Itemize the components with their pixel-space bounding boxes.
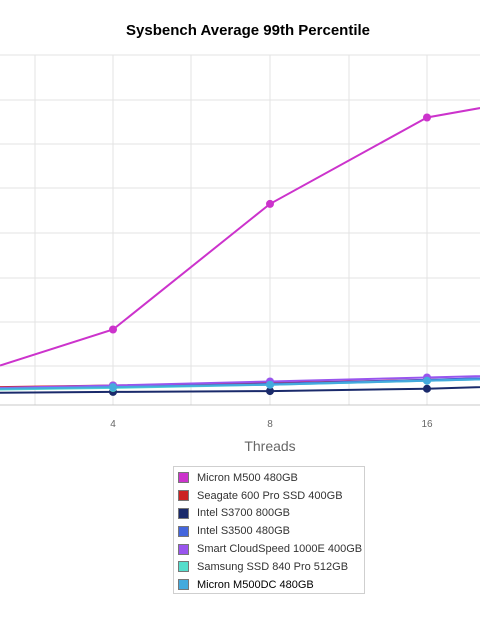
legend-label: Micron M500DC 480GB — [197, 578, 314, 591]
legend-swatch — [178, 525, 189, 537]
legend-swatch — [178, 561, 189, 573]
data-point[interactable] — [423, 376, 431, 385]
legend-item[interactable]: Smart CloudSpeed 1000E 400GB — [178, 540, 364, 558]
chart-title: Sysbench Average 99th Percentile — [126, 22, 370, 39]
x-tick-label: 8 — [267, 419, 273, 430]
data-point[interactable] — [423, 384, 431, 393]
x-axis-label: Threads — [244, 438, 295, 454]
data-point[interactable] — [109, 325, 117, 334]
legend-swatch — [178, 579, 189, 591]
legend-item[interactable]: Intel S3500 480GB — [178, 522, 364, 540]
legend-item[interactable]: Seagate 600 Pro SSD 400GB — [178, 487, 364, 505]
legend-item[interactable]: Micron M500DC 480GB — [178, 576, 364, 594]
data-point[interactable] — [266, 387, 274, 396]
legend-item[interactable]: Samsung SSD 840 Pro 512GB — [178, 558, 364, 576]
data-point[interactable] — [109, 383, 117, 392]
legend-swatch — [178, 507, 189, 519]
legend-item[interactable]: Intel S3700 800GB — [178, 505, 364, 523]
legend-label: Samsung SSD 840 Pro 512GB — [197, 560, 349, 573]
data-point[interactable] — [266, 380, 274, 389]
legend-swatch — [178, 472, 189, 484]
legend-label: Intel S3500 480GB — [197, 525, 290, 538]
data-point[interactable] — [423, 113, 431, 122]
series-lines — [0, 107, 480, 394]
x-tick-labels: 4 8 16 — [110, 419, 433, 430]
grid — [0, 54, 480, 406]
legend-label: Micron M500 480GB — [197, 471, 298, 484]
legend-swatch — [178, 543, 189, 555]
data-point[interactable] — [266, 199, 274, 208]
legend-item[interactable]: Micron M500 480GB — [178, 469, 364, 487]
x-tick-label: 4 — [110, 419, 116, 430]
legend-label: Intel S3700 800GB — [197, 507, 290, 520]
series-line — [0, 107, 480, 367]
legend-label: Smart CloudSpeed 1000E 400GB — [197, 543, 363, 556]
legend-label: Seagate 600 Pro SSD 400GB — [197, 489, 343, 502]
series-points — [109, 113, 431, 396]
chart: Sysbench Average 99th Percentile 4 8 16 Th… — [0, 22, 480, 454]
legend: Micron M500 480GB Seagate 600 Pro SSD 400… — [173, 466, 365, 594]
x-tick-label: 16 — [421, 419, 433, 430]
legend-swatch — [178, 490, 189, 502]
